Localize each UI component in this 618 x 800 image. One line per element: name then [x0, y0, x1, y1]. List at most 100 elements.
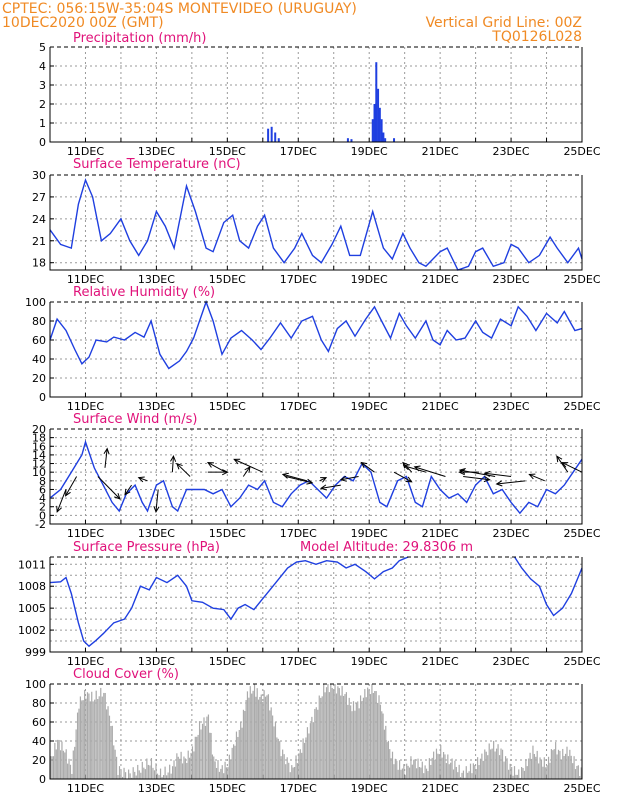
cloud-bar [494, 751, 496, 779]
cloud-bar [305, 737, 307, 779]
cloud-bar [61, 741, 63, 779]
x-tick-label: 11DEC [67, 400, 104, 413]
cloud-bar [472, 763, 474, 779]
precip-bar [382, 132, 385, 142]
cloud-bar [382, 713, 384, 779]
y-tick-label: 1011 [18, 558, 46, 571]
cloud-bar [431, 757, 433, 779]
wind-arrow [242, 466, 251, 477]
y-tick-label: 80 [32, 315, 46, 328]
cloud-bar [341, 686, 343, 779]
cloud-bar [542, 766, 544, 779]
cloud-bar [364, 689, 366, 779]
cloud-bar [68, 758, 70, 779]
cloud-bar [345, 692, 347, 779]
cloud-bar [161, 776, 163, 779]
cloud-bar [553, 749, 555, 779]
cloud-bar [263, 690, 265, 779]
x-tick-label: 25DEC [563, 782, 600, 795]
cloud-bar [347, 704, 349, 779]
cloud-bar [54, 742, 56, 779]
y-tick-label: 100 [25, 296, 46, 309]
cloud-bar [425, 768, 428, 779]
cloud-bar [179, 758, 181, 779]
cloud-bar [445, 763, 448, 779]
wind-arrow [138, 477, 148, 482]
cloud-bar [509, 763, 511, 779]
cloud-bar [407, 765, 409, 779]
x-tick-label: 25DEC [563, 655, 600, 668]
cloud-bar [55, 749, 57, 779]
cloud-bar [288, 762, 290, 779]
x-tick-label: 13DEC [138, 145, 175, 158]
y-tick-label: 8 [39, 475, 46, 488]
cloud-bar [193, 751, 195, 779]
cloud-bar [57, 739, 59, 779]
precipitation-panel: Precipitation (mm/h) 0 1 2 3 4 5 11DEC 13DEC 15D… [39, 31, 601, 158]
cloud-bar [570, 755, 572, 779]
cloud-bar [564, 753, 567, 779]
cloud-bar [474, 765, 476, 779]
cloud-bar [381, 711, 383, 779]
cloud-bar [511, 766, 513, 779]
cloud-bar [215, 767, 218, 779]
cloud-bar [543, 757, 545, 779]
cloud-bar [306, 727, 309, 779]
wind-arrow-head [222, 469, 229, 476]
y-tick-label: 4 [39, 60, 46, 73]
cloud-bar [223, 773, 225, 779]
cloud-bar [249, 686, 251, 779]
y-tick-label: 40 [32, 353, 46, 366]
wind-arrow [459, 469, 496, 477]
wind-arrow-head [413, 465, 421, 472]
wind-arrow-head [556, 455, 563, 463]
humidity-title: Relative Humidity (%) [73, 285, 215, 300]
cloud-bar [315, 707, 317, 779]
x-tick-label: 11DEC [67, 782, 104, 795]
cloud-bar [312, 722, 314, 779]
cloud-bar [187, 750, 189, 779]
cloud-bar [550, 749, 552, 779]
cloud-bar [217, 760, 219, 779]
cloud-bar [190, 752, 192, 779]
y-tick-label: 4 [39, 492, 46, 505]
cloud-bar [74, 746, 76, 779]
cloud-bar [156, 773, 159, 779]
cloud-bar [228, 754, 230, 779]
precip-bar [378, 107, 381, 142]
y-tick-label: 2 [39, 501, 46, 514]
cloud-bar [113, 745, 115, 779]
y-tick-label: 10 [32, 466, 46, 479]
cloud-bar [500, 748, 502, 779]
cloud-bar [491, 748, 493, 779]
cloud-bar [569, 749, 571, 779]
cloud-bar [218, 771, 221, 779]
y-tick-label: 20 [32, 754, 46, 767]
cloud-bar [256, 688, 258, 779]
cloud-bar [371, 684, 373, 779]
cloud-bar [337, 686, 339, 779]
x-tick-label: 15DEC [209, 273, 246, 286]
cloud-bar [577, 765, 579, 779]
cloud-bar [567, 756, 570, 779]
cloud-bar [508, 769, 510, 779]
cloud-bar [520, 767, 523, 779]
wind-arrow-head [124, 488, 131, 496]
cloud-bar [351, 711, 353, 779]
cloud-bar [367, 687, 369, 779]
cloud-bar [75, 729, 77, 779]
cloud-bar [333, 689, 335, 779]
wind-arrow-head [402, 464, 410, 471]
cloud-bar [334, 684, 336, 779]
cloud-bar [451, 758, 453, 779]
cloud-bar [238, 729, 240, 779]
cloud-bar [140, 772, 142, 779]
y-tick-label: -2 [35, 518, 46, 531]
cloud-bar [406, 763, 408, 779]
cloud-bar [266, 695, 268, 779]
cloud-bar [283, 754, 285, 779]
wind-arrow [414, 466, 446, 477]
cloud-bar [167, 772, 169, 779]
wind-arrow [124, 484, 132, 496]
cloud-bar [441, 757, 443, 779]
